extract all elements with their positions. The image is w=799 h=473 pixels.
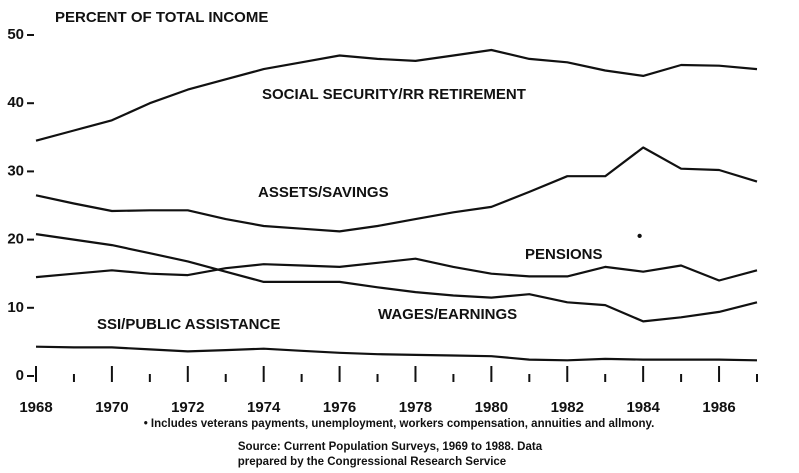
source: prepared by the Congressional Research S…	[238, 456, 506, 468]
x-tick-label: 1968	[19, 399, 52, 416]
chart-title: PERCENT OF TOTAL INCOME	[55, 9, 268, 26]
y-tick-label: 40	[7, 94, 24, 111]
y-tick-label: 30	[7, 162, 24, 179]
series-line	[35, 257, 758, 282]
series-line	[35, 233, 758, 323]
annotation: •	[637, 228, 642, 245]
x-tick-label: 1978	[399, 399, 432, 416]
series-line	[35, 146, 758, 233]
series-label: SSI/PUBLIC ASSISTANCE	[97, 316, 280, 333]
series-label: ASSETS/SAVINGS	[258, 184, 389, 201]
x-tick-label: 1974	[247, 399, 281, 416]
x-tick-label: 1982	[551, 399, 584, 416]
x-tick-label: 1970	[95, 399, 128, 416]
series-label: PENSIONS	[525, 246, 603, 263]
series-label: WAGES/EARNINGS	[378, 306, 517, 323]
series-label: SOCIAL SECURITY/RR RETIREMENT	[262, 86, 526, 103]
series-line	[35, 345, 758, 362]
series-line	[35, 48, 758, 142]
x-tick-label: 1980	[475, 399, 508, 416]
y-tick-label: 20	[7, 231, 24, 248]
footnote: • Includes veterans payments, unemployme…	[144, 418, 655, 430]
source: Source: Current Population Surveys, 1969…	[238, 441, 543, 453]
x-tick-label: 1984	[626, 399, 660, 416]
x-tick-label: 1972	[171, 399, 204, 416]
y-tick-label: 0	[16, 367, 24, 384]
y-tick-label: 50	[7, 26, 24, 43]
x-tick-label: 1976	[323, 399, 356, 416]
x-tick-label: 1986	[702, 399, 735, 416]
y-tick-label: 10	[7, 299, 24, 316]
